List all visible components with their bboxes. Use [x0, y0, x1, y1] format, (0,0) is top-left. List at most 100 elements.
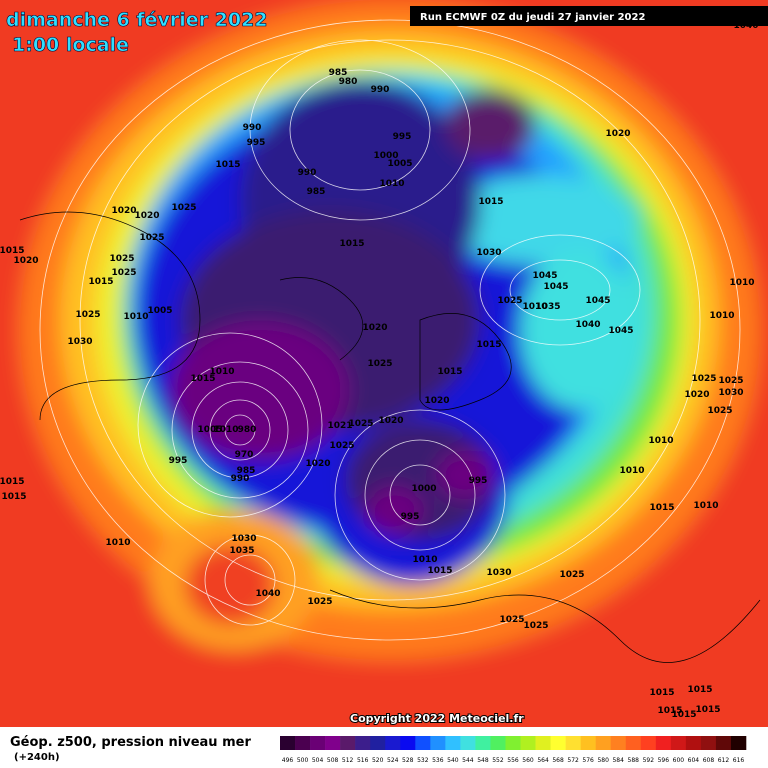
scale-label: 516 — [357, 757, 369, 764]
scale-swatch — [280, 736, 296, 750]
isobars — [39, 19, 741, 641]
scale-swatch — [325, 736, 341, 750]
scale-swatch — [610, 736, 627, 750]
isobar-label: 1010 — [648, 436, 673, 446]
scale-label: 544 — [462, 757, 474, 764]
isobar-label: 1015 — [657, 706, 682, 716]
isobar-label: 1025 — [718, 376, 743, 386]
scale-label: 528 — [402, 757, 414, 764]
isobar-label: 1025 — [499, 615, 524, 625]
isobar-label: 1010 — [379, 179, 404, 189]
isobar-label: 1020 — [362, 323, 387, 333]
scale-swatch — [700, 736, 717, 750]
scale-swatch — [520, 736, 536, 750]
isobar-label: 1015 — [1, 492, 26, 502]
isobar-label: 1015 — [339, 239, 364, 249]
isobar-label: 1010 — [412, 555, 437, 565]
scale-swatch — [310, 736, 326, 750]
local-time: 1:00 locale — [12, 34, 129, 56]
isobar-label: 1020 — [605, 129, 630, 139]
scale-label: 572 — [567, 757, 579, 764]
isobar-label: 990 — [231, 474, 250, 484]
isobar-label: 995 — [247, 138, 266, 148]
isobar-label: 995 — [169, 456, 188, 466]
isobar-label: 1025 — [171, 203, 196, 213]
isobar-label: 985 — [307, 187, 326, 197]
scale-swatch — [400, 736, 416, 750]
scale-swatch — [730, 736, 747, 750]
scale-swatch — [535, 736, 551, 750]
scale-swatch — [715, 736, 732, 750]
isobar-label: 1025 — [707, 406, 732, 416]
isobar-label: 1010 — [123, 312, 148, 322]
isobar-label: 1010 — [619, 466, 644, 476]
scale-label: 564 — [537, 757, 549, 764]
scale-label: 496 — [282, 757, 294, 764]
isobar-label: 1025 — [367, 359, 392, 369]
isobar-label: 1015 — [649, 503, 674, 513]
isobar-label: 1015 — [478, 197, 503, 207]
isobar-label: 1025 — [559, 570, 584, 580]
scale-swatch — [580, 736, 596, 750]
isobar-label: 1010 — [209, 367, 234, 377]
scale-swatch — [670, 736, 687, 750]
isobar-label: 1030 — [718, 388, 743, 398]
isobar-label: 995 — [393, 132, 412, 142]
legend-title: Géop. z500, pression niveau mer — [10, 735, 251, 750]
scale-swatch — [460, 736, 476, 750]
isobar-label: 1045 — [532, 271, 557, 281]
isobar-label: 1020 — [111, 206, 136, 216]
isobar-label: 990 — [243, 123, 262, 133]
isobar-label: 980 — [238, 425, 257, 435]
isobar-label: 1015 — [0, 246, 25, 256]
scale-label: 508 — [327, 757, 339, 764]
isobar-label: 1010 — [105, 538, 130, 548]
isobar-label: 1021 — [327, 421, 352, 431]
coastlines — [19, 211, 761, 663]
scale-swatch — [640, 736, 657, 750]
scale-swatch — [475, 736, 491, 750]
scale-swatch — [340, 736, 356, 750]
scale-swatch — [505, 736, 521, 750]
isobar-label: 1035 — [535, 302, 560, 312]
scale-label: 560 — [522, 757, 534, 764]
scale-label: 588 — [628, 757, 640, 764]
scale-swatch — [445, 736, 461, 750]
isobar-label: 1005 — [387, 159, 412, 169]
scale-swatch — [625, 736, 642, 750]
scale-label: 540 — [447, 757, 459, 764]
isobar-label: 1040 — [575, 320, 600, 330]
isobar-label: 1025 — [109, 254, 134, 264]
isobar-label: 985 — [329, 68, 348, 78]
isobar-label: 1025 — [111, 268, 136, 278]
isobar-label: 1015 — [476, 340, 501, 350]
scale-label: 604 — [688, 757, 700, 764]
scale-label: 532 — [417, 757, 429, 764]
scale-label: 512 — [342, 757, 354, 764]
isobar-label: 1005 — [147, 306, 172, 316]
isobar-label: 1025 — [307, 597, 332, 607]
isobar-label: 1015 — [649, 688, 674, 698]
isobar-label: 1030 — [486, 568, 511, 578]
isobar-label: 1010 — [522, 302, 547, 312]
isobar-label: 1035 — [229, 546, 254, 556]
scale-label: 600 — [673, 757, 685, 764]
copyright: Copyright 2022 Meteociel.fr — [350, 712, 524, 725]
scale-swatch — [685, 736, 702, 750]
scale-label: 580 — [597, 757, 609, 764]
scale-label: 504 — [312, 757, 324, 764]
color-scale: 496 500 504 508 512 516 520 524 528 532 536 540 544 5… — [280, 736, 747, 764]
isobar-label: 1020 — [13, 256, 38, 266]
isobar-label: 1020 — [378, 416, 403, 426]
scale-swatch — [655, 736, 672, 750]
isobar-label: 1010 — [213, 425, 238, 435]
scale-label: 536 — [432, 757, 444, 764]
scale-label: 520 — [372, 757, 384, 764]
isobar-label: 1030 — [67, 337, 92, 347]
scale-label: 584 — [612, 757, 624, 764]
isobar-label: 1045 — [543, 282, 568, 292]
isobar-label: 970 — [235, 450, 254, 460]
